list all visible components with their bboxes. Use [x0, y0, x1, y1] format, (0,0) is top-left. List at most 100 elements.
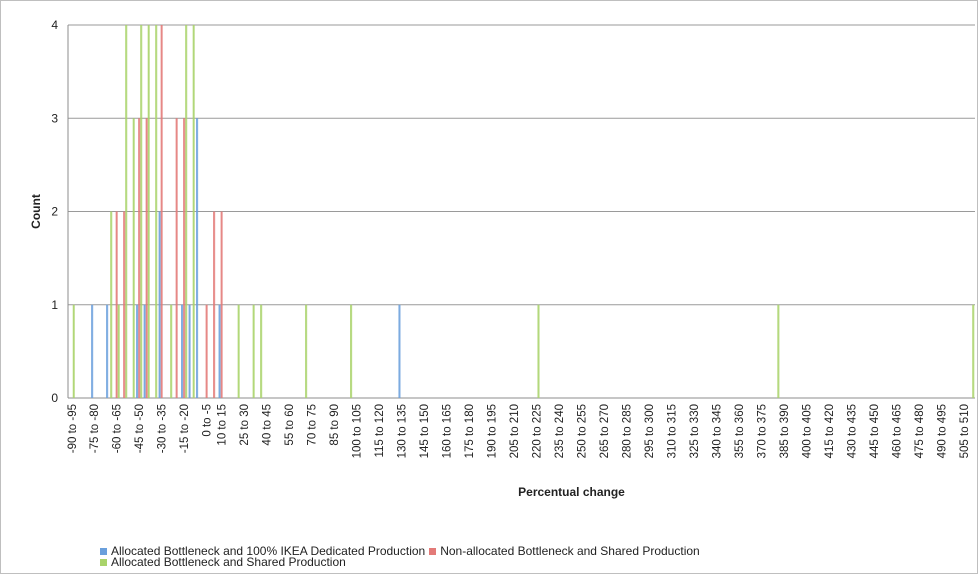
- bar-allocated-shared: [132, 118, 135, 398]
- legend-swatch-green: [100, 558, 107, 566]
- bar-allocated-shared: [777, 304, 780, 398]
- x-tick-label: 100 to 105: [352, 404, 364, 458]
- x-tick-label: 445 to 450: [869, 404, 881, 458]
- bar-dedicated: [91, 304, 94, 398]
- bar-allocated-shared: [185, 25, 188, 398]
- x-tick-label: 490 to 495: [936, 404, 948, 458]
- x-tick-label: 145 to 150: [419, 404, 431, 458]
- x-tick-label: 55 to 60: [284, 404, 296, 446]
- bar-allocated-shared: [155, 25, 158, 398]
- x-tick-label: 0 to -5: [202, 404, 214, 437]
- bar-allocated-shared: [140, 25, 143, 398]
- x-tick-label: 40 to 45: [262, 404, 274, 446]
- legend-item-non-allocated: Non-allocated Bottleneck and Shared Prod…: [429, 544, 700, 558]
- bar-non-allocated: [138, 118, 141, 398]
- x-tick-label: 25 to 30: [239, 404, 251, 446]
- y-tick-label: 0: [51, 391, 58, 405]
- x-tick-label: 325 to 330: [689, 404, 701, 458]
- x-tick-label: 430 to 435: [846, 404, 858, 458]
- bar-dedicated: [136, 304, 139, 398]
- x-tick-label: 10 to 15: [217, 404, 229, 446]
- x-tick-label: 265 to 270: [599, 404, 611, 458]
- bar-allocated-shared: [192, 25, 195, 398]
- x-axis-title: Percentual change: [518, 485, 625, 499]
- bar-dedicated: [181, 304, 184, 398]
- bar-non-allocated: [220, 211, 223, 398]
- x-tick-label: 385 to 390: [779, 404, 791, 458]
- legend-label: Non-allocated Bottleneck and Shared Prod…: [440, 544, 700, 558]
- legend-label: Allocated Bottleneck and Shared Producti…: [111, 555, 346, 569]
- x-tick-label: 175 to 180: [464, 404, 476, 458]
- x-tick-label: 460 to 465: [891, 404, 903, 458]
- x-tick-label: 235 to 240: [554, 404, 566, 458]
- bar-allocated-shared: [260, 304, 263, 398]
- x-tick-label: 220 to 225: [531, 404, 543, 458]
- y-tick-label: 1: [51, 298, 58, 312]
- x-tick-label: 280 to 285: [621, 404, 633, 458]
- bar-dedicated: [218, 304, 221, 398]
- x-tick-label: 505 to 510: [959, 404, 971, 458]
- bar-allocated-shared: [237, 304, 240, 398]
- bar-non-allocated: [175, 118, 178, 398]
- bar-allocated-shared: [117, 304, 120, 398]
- x-tick-label: 115 to 120: [374, 404, 386, 458]
- bar-allocated-shared: [125, 25, 128, 398]
- bar-allocated-shared: [305, 304, 308, 398]
- bar-allocated-shared: [147, 25, 150, 398]
- bar-non-allocated: [183, 118, 186, 398]
- bar-non-allocated: [213, 211, 216, 398]
- bar-dedicated: [398, 304, 401, 398]
- legend-item-allocated-shared: Allocated Bottleneck and Shared Producti…: [100, 555, 346, 569]
- x-tick-label: 310 to 315: [666, 404, 678, 458]
- y-tick-label: 4: [51, 18, 58, 32]
- bar-dedicated: [106, 304, 109, 398]
- bar-allocated-shared: [72, 304, 75, 398]
- bar-dedicated: [188, 304, 191, 398]
- y-axis-title: Count: [29, 194, 43, 229]
- bar-allocated-shared: [110, 211, 113, 398]
- x-tick-label: -90 to -95: [67, 404, 79, 453]
- bar-allocated-shared: [252, 304, 255, 398]
- x-tick-label: 250 to 255: [576, 404, 588, 458]
- legend-row-2: Allocated Bottleneck and Shared Producti…: [100, 555, 350, 569]
- bar-non-allocated: [145, 118, 148, 398]
- legend-item-dedicated: Allocated Bottleneck and 100% IKEA Dedic…: [100, 544, 425, 558]
- bar-non-allocated: [205, 304, 208, 398]
- x-tick-label: 400 to 405: [801, 404, 813, 458]
- x-tick-label: 190 to 195: [487, 404, 499, 458]
- x-tick-label: 295 to 300: [644, 404, 656, 458]
- bar-allocated-shared: [350, 304, 353, 398]
- x-tick-label: 475 to 480: [914, 404, 926, 458]
- x-tick-label: 70 to 75: [307, 404, 319, 446]
- bar-dedicated: [158, 211, 161, 398]
- x-tick-label: -15 to -20: [179, 404, 191, 453]
- bar-allocated-shared: [537, 304, 540, 398]
- x-tick-label: 340 to 345: [711, 404, 723, 458]
- x-tick-label: -30 to -35: [157, 404, 169, 453]
- bar-dedicated: [143, 304, 146, 398]
- bar-non-allocated: [115, 211, 118, 398]
- x-tick-label: 85 to 90: [329, 404, 341, 446]
- bar-non-allocated: [160, 25, 163, 398]
- bar-dedicated: [196, 118, 199, 398]
- bar-allocated-shared: [170, 304, 173, 398]
- legend-label: Allocated Bottleneck and 100% IKEA Dedic…: [111, 544, 426, 558]
- x-tick-label: 205 to 210: [509, 404, 521, 458]
- legend-swatch-red: [429, 547, 437, 555]
- bar-chart: 0 1 2 3 4 -90 to -95 -75 to -80 -60 to -65 -45 t…: [29, 18, 975, 499]
- x-tick-label: 355 to 360: [734, 404, 746, 458]
- x-tick-label: 130 to 135: [397, 404, 409, 458]
- bar-allocated-shared: [972, 304, 975, 398]
- bar-non-allocated: [123, 211, 126, 398]
- x-tick-label: -75 to -80: [89, 404, 101, 453]
- y-tick-label: 3: [51, 111, 58, 125]
- x-tick-label: 160 to 165: [442, 404, 454, 458]
- x-tick-label: 415 to 420: [824, 404, 836, 458]
- x-tick-label: 370 to 375: [756, 404, 768, 458]
- x-tick-label: -45 to -50: [134, 404, 146, 453]
- y-tick-label: 2: [51, 205, 58, 219]
- legend-swatch-blue: [100, 547, 107, 555]
- legend-row-1: Allocated Bottleneck and 100% IKEA Dedic…: [100, 544, 704, 558]
- x-tick-label: -60 to -65: [112, 404, 124, 453]
